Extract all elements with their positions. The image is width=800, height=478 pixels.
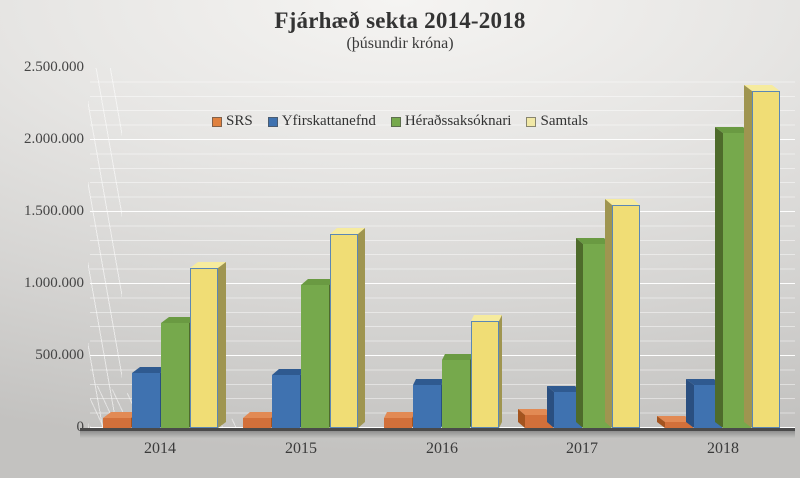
legend-item-héraðssaksóknari: Héraðssaksóknari	[390, 113, 512, 130]
bar-top-face	[413, 379, 444, 385]
bar-top-face	[471, 315, 502, 321]
bar-top-face	[301, 279, 336, 285]
legend-label: SRS	[226, 113, 253, 129]
legend-label: Héraðssaksóknari	[404, 113, 512, 129]
bar-front-face	[132, 373, 160, 428]
bar-front-face	[525, 415, 553, 428]
bar-side-face	[218, 262, 226, 428]
bar-top-face	[190, 262, 226, 268]
bar-top-face	[161, 317, 197, 323]
y-tick-label: 500.000	[35, 347, 84, 363]
chart-subtitle: (þúsundir króna)	[346, 35, 454, 52]
bar-side-face	[715, 127, 723, 428]
x-tick-label: 2016	[426, 440, 458, 457]
bar-front-face	[272, 375, 300, 428]
sidewall-gridlines	[88, 68, 122, 428]
bar-front-face	[752, 91, 780, 428]
bar-top-face	[103, 412, 139, 418]
bar-yfirskattanefnd-2015	[272, 375, 300, 428]
bar-front-face	[612, 205, 640, 428]
bar-front-face	[413, 385, 441, 428]
bar-samtals-2016	[471, 321, 499, 428]
legend-item-srs: SRS	[212, 113, 253, 130]
bar-side-face	[744, 85, 752, 428]
bar-top-face	[272, 369, 307, 375]
bar-srs-2014	[103, 418, 131, 428]
x-tick-label: 2015	[285, 440, 317, 457]
legend-marker-icon	[267, 116, 278, 127]
legend-item-samtals: Samtals	[526, 113, 588, 130]
bar-front-face	[103, 418, 131, 428]
y-tick-label: 2.000.000	[24, 131, 84, 147]
bar-top-face	[576, 238, 611, 244]
title-block: Fjárhæð sekta 2014-2018 (þúsundir króna)	[0, 8, 800, 53]
bar-top-face	[518, 409, 553, 415]
bar-front-face	[243, 418, 271, 428]
bar-héraðssaksóknari-2016	[442, 360, 470, 428]
bar-front-face	[442, 360, 470, 428]
bar-top-face	[384, 412, 415, 418]
bar-top-face	[715, 127, 751, 133]
chart-title: Fjárhæð sekta 2014-2018	[274, 8, 526, 33]
bar-top-face	[330, 228, 365, 234]
bar-side-face	[657, 416, 665, 428]
bar-samtals-2015	[330, 234, 358, 428]
bar-samtals-2014	[190, 268, 218, 428]
bar-side-face	[576, 238, 583, 428]
bar-front-face	[161, 323, 189, 428]
legend-marker-icon	[390, 116, 401, 127]
bar-srs-2016	[384, 418, 412, 428]
y-tick-label: 0	[76, 419, 85, 435]
y-tick-label: 2.500.000	[24, 59, 84, 75]
legend-label: Yfirskattanefnd	[281, 113, 376, 129]
bar-yfirskattanefnd-2016	[413, 385, 441, 428]
bar-side-face	[605, 199, 612, 428]
x-tick-label: 2014	[144, 440, 176, 457]
bar-top-face	[686, 379, 722, 385]
x-tick-label: 2018	[707, 440, 739, 457]
bar-front-face	[665, 422, 693, 428]
x-tick-label: 2017	[566, 440, 598, 457]
bar-side-face	[547, 386, 554, 428]
bar-top-face	[744, 85, 780, 91]
y-tick-label: 1.000.000	[24, 275, 84, 291]
bar-srs-2018	[665, 422, 693, 428]
bar-top-face	[605, 199, 640, 205]
bar-side-face	[518, 409, 525, 428]
legend-label: Samtals	[540, 113, 588, 129]
bar-front-face	[384, 418, 412, 428]
bar-top-face	[243, 412, 278, 418]
bar-yfirskattanefnd-2014	[132, 373, 160, 428]
chart-legend: SRS Yfirskattanefnd Héraðssaksóknari Samtal…	[0, 113, 800, 130]
bar-srs-2015	[243, 418, 271, 428]
legend-marker-icon	[212, 116, 222, 127]
bar-samtals-2017	[612, 205, 640, 428]
y-tick-label: 1.500.000	[24, 203, 84, 219]
bar-side-face	[499, 315, 502, 428]
bar-front-face	[471, 321, 499, 428]
bar-héraðssaksóknari-2015	[301, 285, 329, 428]
bar-top-face	[547, 386, 582, 392]
chart-floor	[80, 428, 795, 438]
legend-item-yfirskattanefnd: Yfirskattanefnd	[267, 113, 376, 130]
bar-héraðssaksóknari-2014	[161, 323, 189, 428]
bar-front-face	[301, 285, 329, 428]
bar-srs-2017	[525, 415, 553, 428]
bar-top-face	[132, 367, 168, 373]
bar-side-face	[686, 379, 694, 428]
bar-side-face	[358, 228, 365, 428]
bar-top-face	[657, 416, 693, 422]
bar-samtals-2018	[752, 91, 780, 428]
legend-marker-icon	[526, 116, 537, 127]
bar-front-face	[190, 268, 218, 428]
bar-front-face	[330, 234, 358, 428]
bar-top-face	[442, 354, 473, 360]
